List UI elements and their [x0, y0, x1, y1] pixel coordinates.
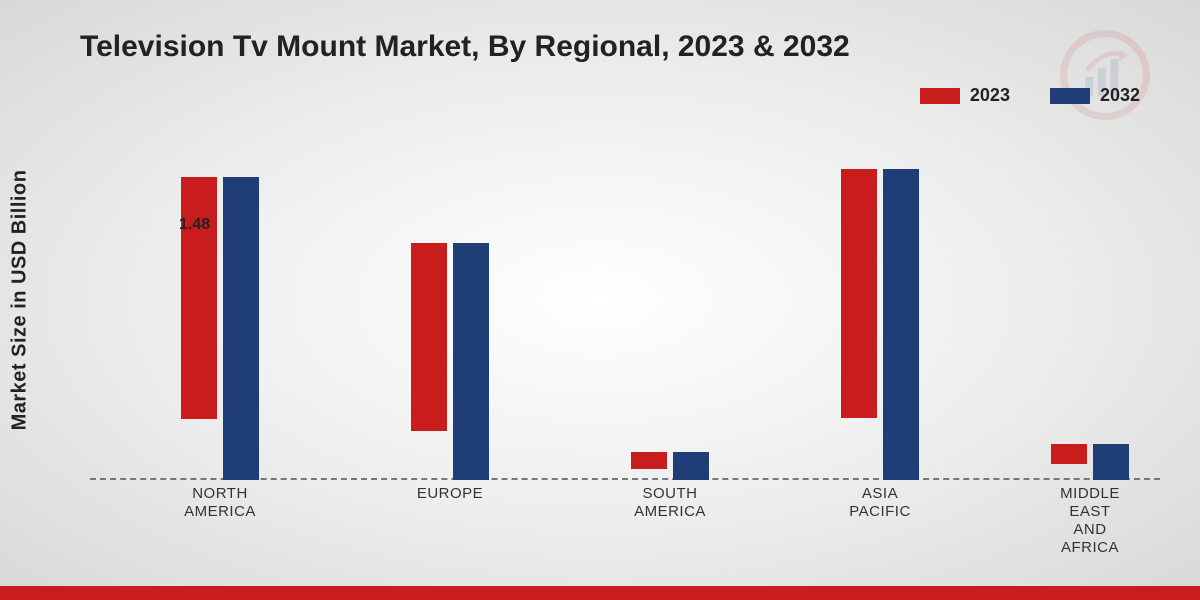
bar: [631, 452, 667, 468]
bar: [453, 243, 489, 480]
watermark-icon: [1060, 30, 1150, 120]
legend-swatch-2032: [1050, 88, 1090, 104]
plot-area: 1.48: [90, 120, 1160, 480]
bar: [841, 169, 877, 418]
legend-item-2023: 2023: [920, 85, 1010, 106]
bar: [883, 169, 919, 480]
category-label: ASIAPACIFIC: [810, 485, 950, 521]
legend: 2023 2032: [920, 85, 1140, 106]
bar-group: [841, 169, 919, 480]
category-label: MIDDLEEASTANDAFRICA: [1020, 485, 1160, 557]
legend-label-2023: 2023: [970, 85, 1010, 106]
bar-group: [411, 243, 489, 480]
legend-item-2032: 2032: [1050, 85, 1140, 106]
bar: [411, 243, 447, 431]
bar: [673, 452, 709, 480]
watermark-svg: [1060, 30, 1150, 120]
chart-page: Television Tv Mount Market, By Regional,…: [0, 0, 1200, 600]
category-label: EUROPE: [380, 485, 520, 503]
category-label: SOUTHAMERICA: [600, 485, 740, 521]
bar: [1093, 444, 1129, 480]
bar: [181, 177, 217, 419]
bar: [223, 177, 259, 480]
y-axis-label: Market Size in USD Billion: [9, 170, 32, 431]
legend-swatch-2023: [920, 88, 960, 104]
chart-title: Television Tv Mount Market, By Regional,…: [80, 30, 850, 64]
bar-group: [1051, 444, 1129, 480]
bar-value-label: 1.48: [179, 216, 210, 234]
bar-group: [631, 452, 709, 480]
legend-label-2032: 2032: [1100, 85, 1140, 106]
footer-bar: [0, 586, 1200, 600]
category-label: NORTHAMERICA: [150, 485, 290, 521]
bar: [1051, 444, 1087, 464]
